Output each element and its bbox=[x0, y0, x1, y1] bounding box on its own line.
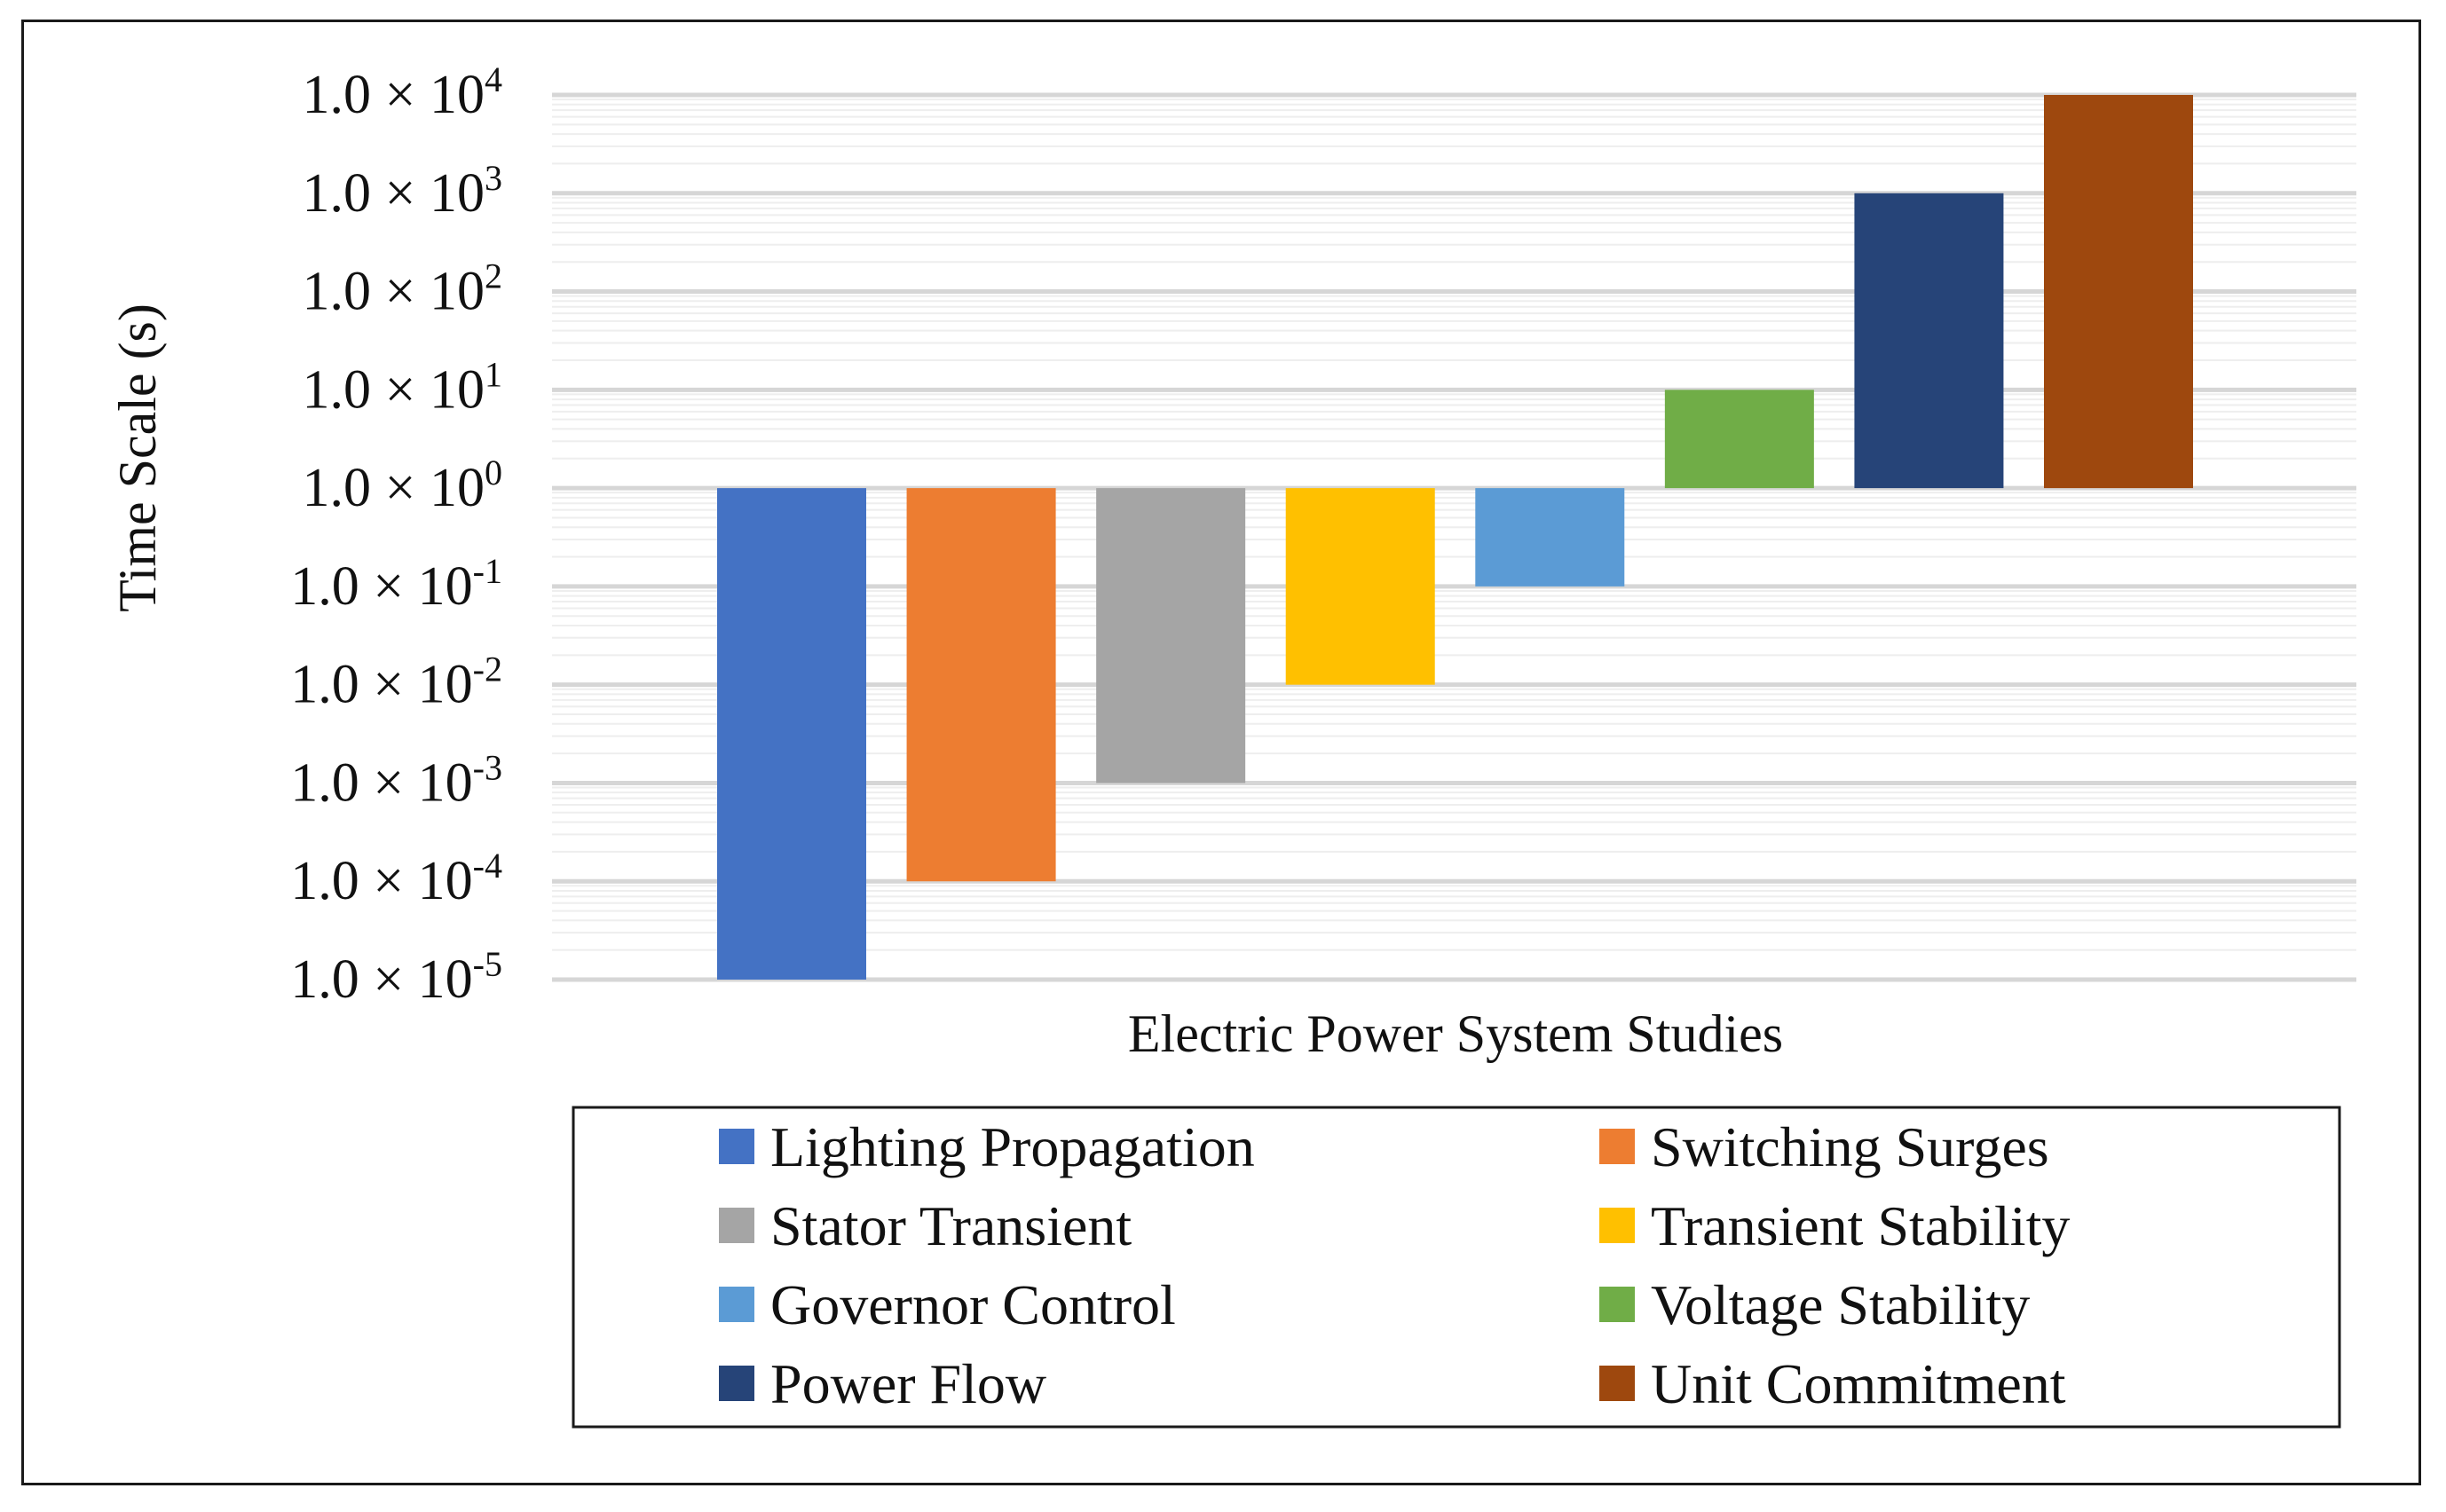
y-axis-ticks: 1.0 × 104 1.0 × 103 1.0 × 102 1.0 × 101 1.0 … bbox=[290, 59, 502, 1010]
bars bbox=[717, 95, 2193, 980]
y-tick-label: 1.0 × 100 bbox=[303, 453, 502, 518]
legend-swatch-unit-commitment bbox=[1599, 1366, 1635, 1401]
bar-voltage-stability bbox=[1664, 390, 1814, 489]
bar-power-flow bbox=[1854, 193, 2004, 489]
x-axis-title: Electric Power System Studies bbox=[1128, 1004, 1783, 1063]
y-tick-label: 1.0 × 10-5 bbox=[290, 944, 502, 1010]
legend-swatch-stator-transient bbox=[719, 1208, 754, 1243]
legend-label-unit-commitment: Unit Commitment bbox=[1651, 1352, 2066, 1415]
legend bbox=[572, 1106, 2341, 1429]
legend-label-lighting-propagation: Lighting Propagation bbox=[770, 1115, 1255, 1178]
legend-swatch-voltage-stability bbox=[1599, 1287, 1635, 1322]
bar-transient-stability bbox=[1285, 488, 1435, 685]
bar-stator-transient bbox=[1096, 488, 1246, 784]
legend-label-voltage-stability: Voltage Stability bbox=[1651, 1273, 2030, 1336]
legend-items: Lighting Propagation Switching Surges Stat… bbox=[719, 1115, 2070, 1415]
legend-label-transient-stability: Transient Stability bbox=[1651, 1194, 2070, 1257]
legend-label-switching-surges: Switching Surges bbox=[1651, 1115, 2049, 1178]
legend-label-power-flow: Power Flow bbox=[770, 1352, 1046, 1415]
y-tick-label: 1.0 × 10-1 bbox=[290, 551, 502, 617]
bar-unit-commitment bbox=[2044, 95, 2193, 489]
legend-label-governor-control: Governor Control bbox=[770, 1273, 1176, 1336]
bar-lighting-propagation bbox=[717, 488, 866, 980]
y-tick-label: 1.0 × 10-3 bbox=[290, 747, 502, 813]
legend-swatch-transient-stability bbox=[1599, 1208, 1635, 1243]
y-tick-label: 1.0 × 102 bbox=[303, 256, 502, 322]
y-tick-label: 1.0 × 10-2 bbox=[290, 650, 502, 715]
y-tick-label: 1.0 × 103 bbox=[303, 158, 502, 224]
y-axis-title: Time Scale (s) bbox=[108, 303, 167, 612]
legend-label-stator-transient: Stator Transient bbox=[770, 1194, 1132, 1257]
bar-switching-surges bbox=[906, 488, 1056, 882]
legend-swatch-power-flow bbox=[719, 1366, 754, 1401]
legend-swatch-lighting-propagation bbox=[719, 1129, 754, 1164]
y-tick-label: 1.0 × 104 bbox=[303, 59, 502, 125]
bar-governor-control bbox=[1475, 488, 1625, 587]
y-tick-label: 1.0 × 10-4 bbox=[290, 846, 502, 911]
legend-swatch-switching-surges bbox=[1599, 1129, 1635, 1164]
legend-swatch-governor-control bbox=[719, 1287, 754, 1322]
y-tick-label: 1.0 × 101 bbox=[303, 354, 502, 420]
